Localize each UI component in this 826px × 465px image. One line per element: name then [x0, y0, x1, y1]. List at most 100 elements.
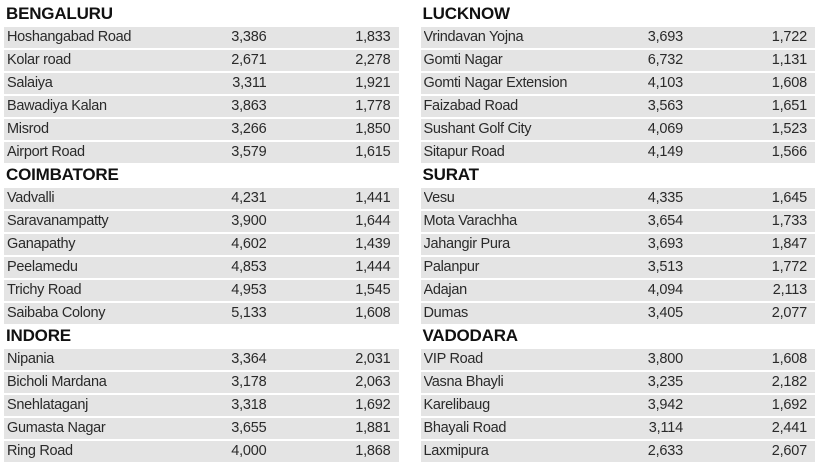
table-row: Gomti Nagar 6,732 1,131: [420, 50, 815, 71]
city-section: VADODARA VIP Road 3,800 1,608 Vasna Bhay…: [420, 326, 815, 462]
value-1: 3,364: [231, 351, 267, 367]
locality-name: Airport Road: [7, 144, 85, 160]
value-1: 4,149: [647, 144, 683, 160]
table-column-left: BENGALURU Hoshangabad Road 3,386 1,833 K…: [4, 2, 399, 464]
value-2: 1,881: [355, 420, 391, 436]
locality-name: Saibaba Colony: [7, 305, 106, 321]
table-row: Faizabad Road 3,563 1,651: [420, 96, 815, 117]
value-2: 2,113: [772, 282, 807, 298]
locality-name: Vasna Bhayli: [423, 374, 504, 390]
value-1: 4,853: [231, 259, 267, 275]
value-1: 3,655: [231, 420, 267, 436]
table-row: Saibaba Colony 5,133 1,608: [4, 303, 399, 324]
value-2: 1,523: [771, 121, 807, 137]
value-1: 3,386: [231, 29, 267, 45]
value-2: 1,441: [355, 190, 391, 206]
value-2: 1,545: [355, 282, 391, 298]
table-row: Misrod 3,266 1,850: [4, 119, 399, 140]
value-1: 2,633: [647, 443, 683, 459]
value-1: 3,942: [647, 397, 683, 413]
value-1: 6,732: [647, 52, 683, 68]
value-2: 2,278: [355, 52, 391, 68]
value-2: 2,077: [771, 305, 807, 321]
table-row: Kolar road 2,671 2,278: [4, 50, 399, 71]
table-row: Gomti Nagar Extension 4,103 1,608: [420, 73, 815, 94]
value-2: 2,607: [771, 443, 807, 459]
city-rows: VIP Road 3,800 1,608 Vasna Bhayli 3,235 …: [420, 349, 815, 462]
value-2: 1,608: [771, 351, 807, 367]
value-2: 1,439: [355, 236, 391, 252]
locality-name: Ganapathy: [7, 236, 76, 252]
city-rows: Vrindavan Yojna 3,693 1,722 Gomti Nagar …: [420, 27, 815, 163]
table-row: VIP Road 3,800 1,608: [420, 349, 815, 370]
table-row: Vadvalli 4,231 1,441: [4, 188, 399, 209]
value-2: 1,566: [771, 144, 807, 160]
city-section: SURAT Vesu 4,335 1,645 Mota Varachha 3,6…: [420, 165, 815, 324]
table-row: Vasna Bhayli 3,235 2,182: [420, 372, 815, 393]
locality-name: Jahangir Pura: [423, 236, 511, 252]
value-1: 3,900: [231, 213, 267, 229]
table-row: Vrindavan Yojna 3,693 1,722: [420, 27, 815, 48]
value-2: 1,868: [355, 443, 391, 459]
value-2: 1,692: [355, 397, 391, 413]
city-heading: INDORE: [6, 326, 71, 345]
value-1: 4,953: [231, 282, 267, 298]
table-row: Snehlataganj 3,318 1,692: [4, 395, 399, 416]
city-rows: Vadvalli 4,231 1,441 Saravanampatty 3,90…: [4, 188, 399, 324]
value-2: 1,131: [771, 52, 807, 68]
value-2: 1,722: [771, 29, 807, 45]
city-section: LUCKNOW Vrindavan Yojna 3,693 1,722 Gomt…: [420, 4, 815, 163]
value-1: 3,266: [231, 121, 267, 137]
city-heading: VADODARA: [422, 326, 519, 345]
locality-name: Vadvalli: [7, 190, 55, 206]
table-row: Mota Varachha 3,654 1,733: [420, 211, 815, 232]
value-2: 1,847: [771, 236, 807, 252]
locality-name: Gumasta Nagar: [7, 420, 106, 436]
table-row: Saravanampatty 3,900 1,644: [4, 211, 399, 232]
value-1: 4,103: [647, 75, 683, 91]
value-1: 3,311: [232, 75, 267, 91]
city-heading: LUCKNOW: [422, 4, 511, 23]
value-1: 3,654: [647, 213, 683, 229]
value-2: 1,778: [355, 98, 391, 114]
city-section: BENGALURU Hoshangabad Road 3,386 1,833 K…: [4, 4, 399, 163]
locality-name: Trichy Road: [7, 282, 82, 298]
value-1: 3,235: [647, 374, 683, 390]
value-2: 1,444: [355, 259, 391, 275]
value-2: 2,182: [771, 374, 807, 390]
table-row: Laxmipura 2,633 2,607: [420, 441, 815, 462]
table-row: Bicholi Mardana 3,178 2,063: [4, 372, 399, 393]
locality-name: Laxmipura: [423, 443, 489, 459]
table-row: Salaiya 3,311 1,921: [4, 73, 399, 94]
locality-name: Ring Road: [7, 443, 73, 459]
locality-name: Gomti Nagar: [423, 52, 503, 68]
value-1: 3,405: [647, 305, 683, 321]
value-1: 3,513: [647, 259, 683, 275]
value-2: 1,645: [771, 190, 807, 206]
table-row: Sitapur Road 4,149 1,566: [420, 142, 815, 163]
locality-name: Faizabad Road: [423, 98, 519, 114]
value-2: 1,733: [771, 213, 807, 229]
value-2: 1,772: [771, 259, 807, 275]
table-row: Trichy Road 4,953 1,545: [4, 280, 399, 301]
value-2: 2,441: [771, 420, 807, 436]
locality-name: Vrindavan Yojna: [423, 29, 524, 45]
table-row: Jahangir Pura 3,693 1,847: [420, 234, 815, 255]
value-2: 1,692: [771, 397, 807, 413]
table-row: Vesu 4,335 1,645: [420, 188, 815, 209]
value-1: 4,069: [647, 121, 683, 137]
value-1: 4,094: [647, 282, 683, 298]
table-column-right: LUCKNOW Vrindavan Yojna 3,693 1,722 Gomt…: [420, 2, 815, 464]
locality-name: Bawadiya Kalan: [7, 98, 107, 114]
value-1: 4,231: [231, 190, 267, 206]
value-1: 2,671: [231, 52, 267, 68]
value-1: 3,863: [231, 98, 267, 114]
value-1: 3,800: [647, 351, 683, 367]
locality-name: Sitapur Road: [423, 144, 505, 160]
value-2: 2,031: [355, 351, 391, 367]
table-row: Karelibaug 3,942 1,692: [420, 395, 815, 416]
value-1: 3,693: [647, 29, 683, 45]
locality-name: Gomti Nagar Extension: [423, 75, 568, 91]
city-rows: Nipania 3,364 2,031 Bicholi Mardana 3,17…: [4, 349, 399, 462]
